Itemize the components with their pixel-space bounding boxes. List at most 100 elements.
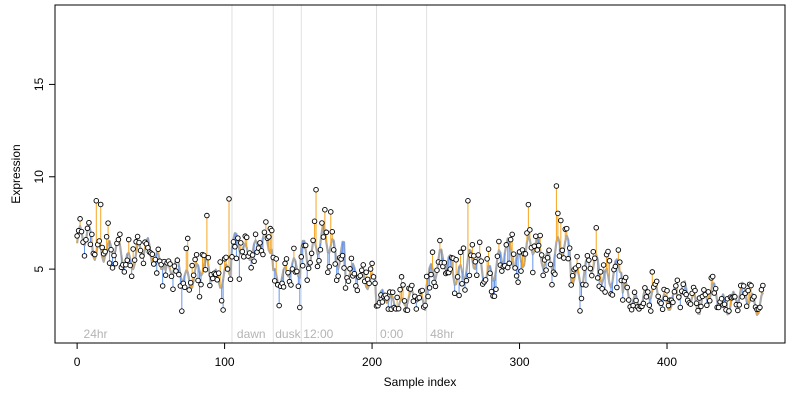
data-point bbox=[409, 282, 415, 289]
data-point bbox=[499, 268, 505, 274]
region-label: 24hr bbox=[84, 327, 108, 341]
data-point bbox=[342, 285, 349, 291]
data-point bbox=[530, 269, 536, 276]
y-axis-label: Expression bbox=[9, 144, 23, 203]
data-point bbox=[159, 283, 166, 289]
data-point bbox=[117, 231, 123, 237]
data-point bbox=[555, 210, 561, 217]
data-point bbox=[676, 294, 682, 300]
data-point bbox=[592, 255, 598, 261]
data-point bbox=[693, 300, 700, 307]
data-point bbox=[207, 282, 213, 289]
data-point bbox=[606, 258, 613, 264]
data-point bbox=[692, 287, 698, 294]
data-point bbox=[447, 266, 453, 272]
data-point bbox=[617, 259, 623, 265]
data-point bbox=[358, 267, 365, 274]
data-point bbox=[173, 268, 179, 274]
data-point bbox=[488, 288, 495, 295]
data-point bbox=[266, 234, 272, 240]
data-point bbox=[646, 302, 653, 308]
data-point bbox=[671, 289, 678, 295]
x-tick-label: 100 bbox=[215, 355, 235, 369]
data-point bbox=[760, 282, 766, 289]
data-point bbox=[460, 245, 467, 251]
data-point bbox=[249, 252, 256, 258]
data-point bbox=[625, 297, 632, 303]
data-point bbox=[736, 302, 743, 308]
data-point bbox=[584, 252, 591, 259]
data-point bbox=[300, 262, 306, 269]
data-point bbox=[665, 302, 672, 309]
data-point bbox=[674, 277, 681, 283]
data-point bbox=[229, 254, 235, 260]
data-point bbox=[261, 229, 268, 236]
data-point bbox=[522, 251, 529, 257]
data-point bbox=[168, 273, 175, 280]
data-point bbox=[353, 283, 359, 289]
data-point bbox=[757, 304, 763, 311]
data-point bbox=[93, 198, 100, 204]
data-point bbox=[553, 183, 560, 189]
data-point bbox=[155, 246, 161, 253]
data-point bbox=[597, 269, 604, 275]
data-point bbox=[271, 278, 278, 284]
data-point bbox=[192, 256, 198, 263]
data-point bbox=[347, 266, 353, 272]
data-point bbox=[425, 293, 431, 300]
data-point bbox=[698, 303, 704, 310]
data-point bbox=[137, 247, 144, 254]
data-point bbox=[518, 268, 524, 274]
data-point bbox=[217, 259, 223, 265]
data-point bbox=[593, 225, 599, 231]
data-point bbox=[594, 275, 601, 281]
data-point bbox=[329, 229, 336, 235]
data-point bbox=[311, 218, 318, 225]
data-point bbox=[111, 252, 117, 259]
data-point bbox=[308, 250, 315, 257]
data-point bbox=[707, 298, 713, 304]
data-point bbox=[339, 252, 346, 259]
data-point bbox=[649, 269, 656, 275]
data-point bbox=[680, 281, 686, 287]
data-point bbox=[201, 252, 207, 259]
data-point bbox=[559, 247, 566, 254]
data-point bbox=[482, 277, 489, 283]
data-point bbox=[305, 265, 312, 272]
data-point bbox=[317, 246, 324, 253]
data-point bbox=[285, 269, 291, 276]
data-point bbox=[128, 273, 135, 279]
data-point bbox=[140, 260, 147, 267]
data-point bbox=[313, 186, 319, 193]
data-point bbox=[476, 239, 483, 246]
data-point bbox=[198, 281, 204, 288]
data-point bbox=[102, 248, 108, 255]
data-point bbox=[184, 235, 191, 242]
data-point bbox=[291, 245, 297, 252]
data-point bbox=[662, 295, 669, 302]
data-point bbox=[494, 253, 501, 259]
region-label: dusk bbox=[275, 327, 301, 341]
data-point bbox=[475, 252, 482, 258]
data-point bbox=[574, 253, 580, 260]
data-point bbox=[397, 286, 403, 293]
data-point bbox=[620, 297, 626, 303]
data-point bbox=[243, 234, 250, 241]
data-point bbox=[307, 260, 313, 266]
data-point bbox=[328, 209, 334, 215]
data-point bbox=[602, 289, 608, 295]
data-point bbox=[640, 300, 647, 307]
data-point bbox=[241, 254, 247, 260]
data-point bbox=[586, 257, 592, 263]
data-point bbox=[167, 261, 173, 267]
y-tick-label: 10 bbox=[32, 170, 46, 184]
region-lines bbox=[231, 5, 428, 343]
data-point bbox=[540, 272, 546, 279]
data-point bbox=[525, 201, 532, 208]
data-point bbox=[701, 287, 707, 293]
data-point bbox=[235, 235, 241, 241]
data-point bbox=[622, 274, 629, 281]
region-label: 48hr bbox=[430, 327, 454, 341]
data-point bbox=[687, 301, 694, 307]
